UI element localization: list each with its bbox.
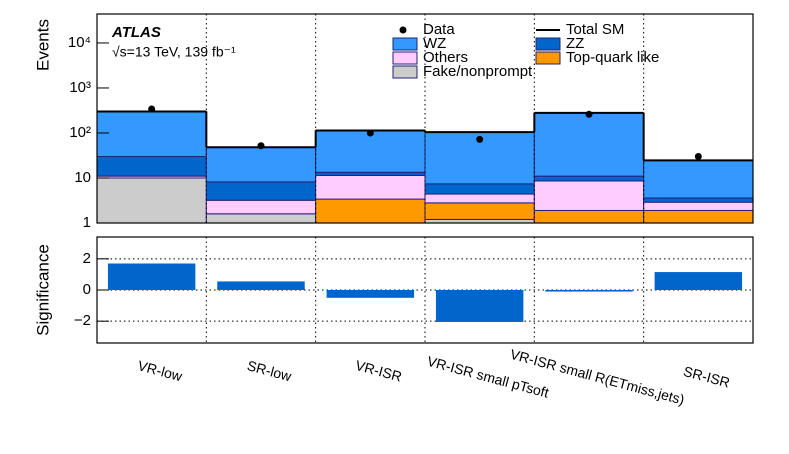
bar-segment <box>533 180 645 211</box>
y-tick-label: 0 <box>83 281 91 298</box>
legend-label: ZZ <box>566 35 584 52</box>
bar <box>217 281 305 290</box>
bar-segment <box>533 112 645 177</box>
y-tick-label: 10 <box>74 169 91 186</box>
bar-segment <box>205 181 317 201</box>
legend-swatch <box>535 51 561 65</box>
legend-label: Others <box>423 49 468 66</box>
legend-label: Fake/nonprompt <box>423 63 533 80</box>
legend-label: Total SM <box>566 21 624 38</box>
data-point <box>257 142 265 150</box>
x-tick-label: VR-low <box>136 357 185 384</box>
data-point <box>694 153 702 161</box>
bar <box>107 263 196 290</box>
bar-segment <box>533 209 645 224</box>
bar-segment <box>424 202 535 220</box>
legend-label: Top-quark like <box>566 49 659 66</box>
bar <box>545 290 633 292</box>
legend-swatch <box>392 37 418 51</box>
data-point <box>585 110 593 118</box>
legend-swatch <box>392 51 418 65</box>
legend-swatch <box>535 37 561 51</box>
data-point <box>366 129 374 137</box>
bar <box>654 272 743 290</box>
bar-segment <box>533 175 645 182</box>
legend-marker <box>399 26 407 34</box>
bar-segment <box>205 146 317 183</box>
y-tick-label: 10³ <box>69 79 91 96</box>
bar-segment <box>96 156 207 177</box>
bar-segment <box>424 193 535 204</box>
bar-segment <box>643 159 754 199</box>
bar-segment <box>315 130 426 173</box>
bar-segment <box>315 198 426 224</box>
y-tick-label: 10⁴ <box>68 34 91 51</box>
legend-swatch <box>392 65 418 79</box>
y-axis-label: Significance <box>33 244 52 336</box>
bar-segment <box>96 177 207 224</box>
legend-label: Data <box>423 21 455 38</box>
bar-segment <box>205 213 317 224</box>
y-tick-label: 1 <box>83 214 91 231</box>
bar-segment <box>424 183 535 195</box>
data-point <box>148 105 156 113</box>
bar-segment <box>643 209 754 224</box>
chart-subtitle: √s=13 TeV, 139 fb⁻¹ <box>112 44 236 60</box>
x-tick-label: SR-low <box>245 357 294 384</box>
y-tick-label: 10² <box>69 124 91 141</box>
bar-segment <box>643 197 754 203</box>
bar-segment <box>96 111 207 158</box>
x-tick-label: VR-ISR <box>354 357 404 385</box>
bar-segment <box>315 174 426 200</box>
bar <box>326 290 415 298</box>
chart-title: ATLAS <box>111 24 161 41</box>
x-tick-label: VR-ISR small R(ETmiss,jets) <box>508 346 686 408</box>
y-tick-label: 2 <box>83 250 91 267</box>
bar-segment <box>643 201 754 211</box>
bar-segment <box>205 199 317 215</box>
y-tick-label: −2 <box>74 312 91 329</box>
plot-frame <box>96 236 754 344</box>
legend-label: WZ <box>423 35 446 52</box>
data-point <box>476 135 484 143</box>
y-axis-label: Events <box>33 19 52 71</box>
bar <box>435 290 524 322</box>
x-tick-label: SR-ISR <box>682 363 732 391</box>
